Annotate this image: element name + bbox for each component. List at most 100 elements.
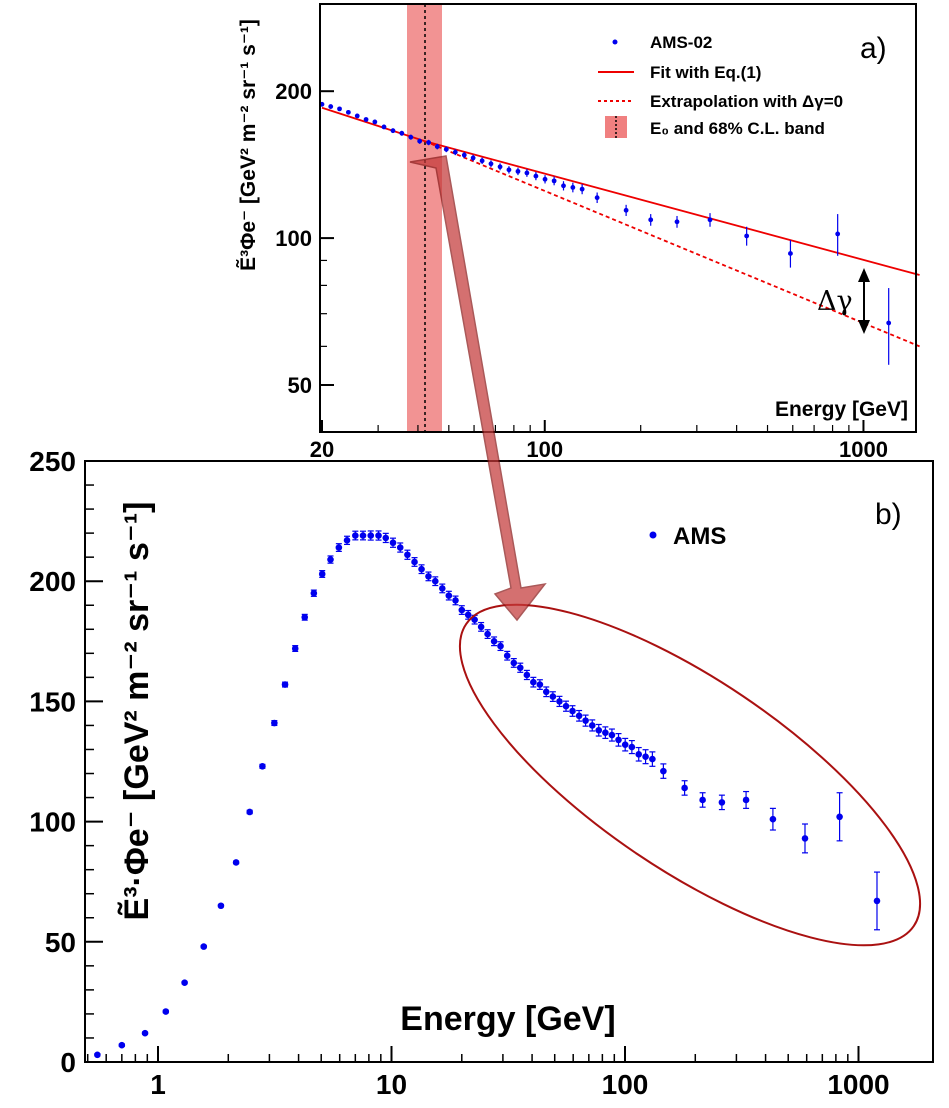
panel-b-data-point bbox=[431, 577, 439, 585]
panel-b-data-point bbox=[438, 585, 446, 592]
panel-b-data-point bbox=[575, 712, 583, 720]
panel-b-data-point bbox=[490, 638, 498, 645]
panel-b-legend: AMS bbox=[649, 523, 726, 550]
panel-b-data-point bbox=[536, 681, 544, 688]
panel-b-data-point bbox=[327, 556, 334, 563]
panel-b-data-point bbox=[516, 664, 524, 672]
panel-b-legend-label: AMS bbox=[673, 523, 726, 550]
panel-a-data-point bbox=[372, 119, 378, 125]
panel-a-y-axis-label: Ẽ³Φe⁻ [GeV² m⁻² sr⁻¹ s⁻¹] bbox=[237, 19, 260, 271]
panel-b-data-point bbox=[530, 678, 537, 686]
panel-b-data-point bbox=[335, 544, 343, 551]
delta-gamma-label: Δγ bbox=[817, 286, 853, 317]
panel-a-data-point bbox=[443, 146, 449, 152]
legend-label-ams02: AMS-02 bbox=[650, 33, 712, 52]
panel-b-data-point bbox=[836, 813, 843, 821]
panel-b-data-point bbox=[118, 1041, 126, 1049]
panel-b-data-point bbox=[588, 722, 596, 729]
panel-a-x-ticks: 20 100 1000 bbox=[310, 420, 888, 462]
panel-a-data-point bbox=[579, 186, 585, 192]
panel-a-data-point bbox=[461, 152, 467, 158]
panel-b-data-point bbox=[382, 534, 390, 542]
panel-b-data-point bbox=[458, 606, 466, 614]
panel-a-data-point bbox=[363, 117, 369, 122]
delta-gamma-arrow-head-bottom bbox=[858, 320, 870, 334]
panel-b: b) Energy [GeV] Ẽ³·Φe⁻ [GeV² m⁻² sr⁻¹ s⁻… bbox=[29, 446, 934, 1100]
panel-b-y-tick-label: 250 bbox=[29, 446, 76, 477]
panel-b-data-point bbox=[484, 630, 491, 638]
panel-b-data-point bbox=[452, 597, 459, 604]
legend-marker-band bbox=[605, 116, 627, 138]
delta-gamma-arrow-head-top bbox=[858, 268, 870, 282]
panel-b-data-point bbox=[445, 592, 453, 599]
panel-a-data-point bbox=[381, 124, 387, 130]
delta-gamma-arrow: Δγ bbox=[817, 268, 870, 334]
panel-b-y-tick-label: 150 bbox=[29, 686, 76, 717]
panel-a-data-point bbox=[399, 130, 405, 136]
panel-a-data-point bbox=[551, 178, 557, 184]
panel-b-data-point bbox=[582, 717, 589, 724]
panel-b-data-point bbox=[425, 573, 432, 580]
panel-a-data-point bbox=[623, 207, 629, 213]
panel-a-lines bbox=[321, 106, 920, 348]
panel-b-y-tick-label: 100 bbox=[29, 807, 76, 838]
panel-a-data-point bbox=[479, 158, 485, 164]
panel-b-data-point bbox=[162, 1008, 170, 1015]
panel-b-data-point bbox=[396, 544, 404, 551]
panel-b-data-point bbox=[615, 736, 622, 744]
panel-a-label: a) bbox=[860, 32, 887, 65]
panel-b-data-point bbox=[742, 796, 750, 804]
panel-a-data-point bbox=[345, 109, 351, 115]
panel-b-data-points bbox=[94, 530, 881, 1059]
panel-b-y-tick-label: 200 bbox=[29, 566, 76, 597]
panel-b-y-ticks: 0 50 100 150 200 250 bbox=[29, 446, 103, 1078]
panel-a-data-point bbox=[835, 231, 841, 237]
panel-b-x-ticks: 1 10 100 1000 bbox=[86, 1046, 890, 1100]
connecting-arrow bbox=[409, 155, 547, 622]
panel-b-data-point bbox=[873, 897, 881, 905]
panel-b-data-point bbox=[801, 835, 809, 842]
panel-b-data-point bbox=[595, 726, 603, 734]
panel-a-data-point bbox=[354, 113, 360, 119]
panel-b-data-point bbox=[94, 1051, 101, 1059]
panel-b-x-tick-label: 100 bbox=[602, 1069, 649, 1100]
panel-a-data-point bbox=[417, 138, 423, 144]
panel-a-y-tick-label: 50 bbox=[288, 373, 312, 398]
panel-a-data-point bbox=[452, 149, 458, 155]
panel-b-data-point bbox=[217, 902, 225, 910]
panel-b-data-point bbox=[649, 755, 656, 763]
panel-b-data-point bbox=[602, 729, 609, 736]
panel-a-legend: AMS-02 Fit with Eq.(1) Extrapolation wit… bbox=[598, 33, 843, 138]
legend-marker-ams02 bbox=[612, 39, 618, 45]
panel-b-data-point bbox=[367, 532, 375, 539]
panel-b-x-tick-label: 1 bbox=[150, 1069, 166, 1100]
panel-a-data-point bbox=[570, 185, 576, 190]
panel-b-data-point bbox=[621, 741, 629, 748]
panel-b-data-point bbox=[608, 731, 616, 739]
legend-label-fit: Fit with Eq.(1) bbox=[650, 63, 761, 82]
panel-b-data-point bbox=[718, 799, 726, 806]
panel-b-data-point bbox=[181, 979, 188, 986]
panel-a-data-point bbox=[337, 106, 342, 112]
panel-a-y-tick-label: 200 bbox=[275, 79, 312, 104]
panel-a-data-point bbox=[426, 140, 431, 145]
panel-b-data-point bbox=[660, 767, 667, 775]
panel-b-data-point bbox=[310, 589, 318, 597]
panel-b-y-axis-label: Ẽ³·Φe⁻ [GeV² m⁻² sr⁻¹ s⁻¹] bbox=[118, 502, 156, 921]
panel-a-data-point bbox=[886, 320, 892, 326]
panel-b-data-point bbox=[246, 808, 253, 816]
e0-confidence-band bbox=[407, 4, 442, 432]
panel-b-data-point bbox=[477, 623, 485, 631]
panel-a-data-point bbox=[408, 134, 414, 140]
panel-b-data-point bbox=[418, 565, 425, 573]
panel-b-data-point bbox=[281, 681, 289, 688]
legend-label-band: E₀ and 68% C.L. band bbox=[650, 119, 825, 138]
panel-b-y-tick-label: 50 bbox=[45, 927, 76, 958]
panel-b-data-point bbox=[542, 688, 550, 696]
panel-a-x-tick-label: 100 bbox=[526, 437, 563, 462]
panel-b-data-point bbox=[471, 616, 478, 623]
panel-b-frame bbox=[84, 460, 934, 1063]
panel-a-data-point bbox=[390, 128, 396, 134]
panel-b-data-point bbox=[389, 539, 397, 547]
panel-a-data-point bbox=[506, 167, 512, 173]
